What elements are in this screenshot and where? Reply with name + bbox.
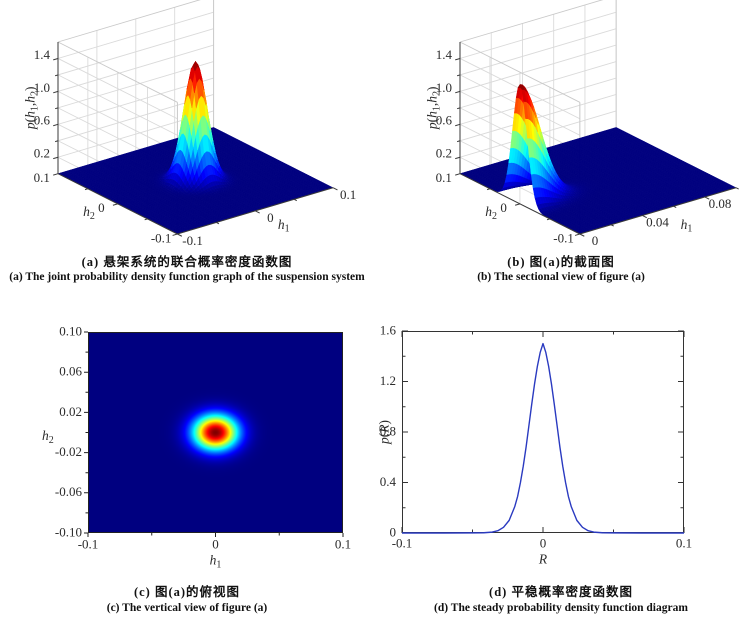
- panel-a: (a) 悬架系统的联合概率密度函数图 (a) The joint probabi…: [0, 0, 374, 300]
- panel-b: (b) 图(a)的截面图 (b) The sectional view of f…: [374, 0, 748, 300]
- line-plot-d-canvas: [374, 300, 748, 572]
- caption-c-en: (c) The vertical view of figure (a): [106, 602, 268, 614]
- heatmap-plot-c-canvas: [0, 300, 374, 572]
- surface-plot-b-canvas: [374, 0, 748, 246]
- caption-a-cn: (a) 悬架系统的联合概率密度函数图: [81, 255, 293, 269]
- panel-c: (c) 图(a)的俯视图 (c) The vertical view of fi…: [0, 300, 374, 634]
- caption-b-en: (b) The sectional view of figure (a): [477, 271, 645, 283]
- surface-plot-a-canvas: [0, 0, 374, 246]
- caption-b-cn: (b) 图(a)的截面图: [507, 255, 615, 269]
- caption-a-en: (a) The joint probability density functi…: [9, 271, 365, 283]
- caption-c-cn: (c) 图(a)的俯视图: [133, 585, 241, 599]
- panel-d: (d) 平稳概率密度函数图 (d) The steady probability…: [374, 300, 748, 634]
- caption-d-cn: (d) 平稳概率密度函数图: [489, 585, 633, 599]
- caption-d-en: (d) The steady probability density funct…: [434, 602, 688, 614]
